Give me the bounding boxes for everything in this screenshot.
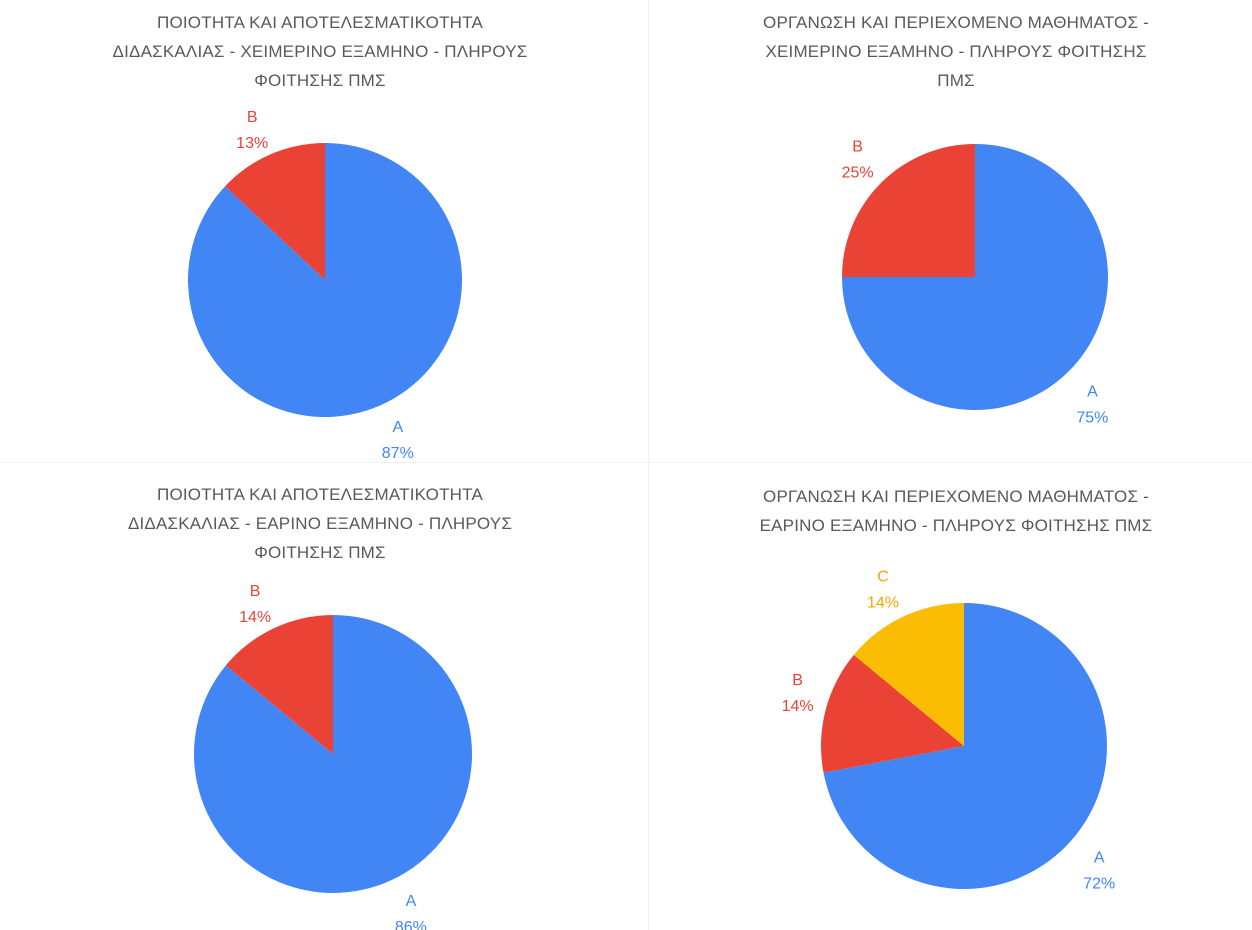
slice-percent-label: 13% bbox=[236, 135, 268, 152]
slice-category-label: A bbox=[392, 419, 403, 436]
slice-percent-label: 14% bbox=[239, 609, 271, 626]
pie-chart-panel-3: ΠΟΙΟΤΗΤΑ ΚΑΙ ΑΠΟΤΕΛΕΣΜΑΤΙΚΟΤΗΤΑ ΔΙΔΑΣΚΑΛ… bbox=[0, 468, 640, 930]
slice-percent-label: 87% bbox=[382, 445, 414, 458]
slice-percent-label: 14% bbox=[867, 595, 899, 612]
pie-slice-b bbox=[820, 654, 964, 773]
slice-percent-label: 75% bbox=[1076, 409, 1108, 426]
pie-slice-b bbox=[842, 144, 975, 277]
slice-percent-label: 72% bbox=[1083, 875, 1115, 892]
slice-category-label: B bbox=[250, 583, 261, 600]
slice-category-label: C bbox=[877, 569, 889, 586]
pie-chart-panel-4: ΟΡΓΑΝΩΣΗ ΚΑΙ ΠΕΡΙΕΧΟΜΕΝΟ ΜΑΘΗΜΑΤΟΣ - ΕΑΡ… bbox=[660, 468, 1252, 930]
pie-slice-a bbox=[188, 143, 463, 417]
horizontal-divider bbox=[0, 462, 1252, 463]
pie-slice-a bbox=[823, 603, 1107, 889]
slice-category-label: B bbox=[792, 672, 803, 689]
slice-category-label: A bbox=[406, 893, 417, 910]
slice-percent-label: 14% bbox=[782, 698, 814, 715]
pie-chart-4: A 72% B 14% C 14% bbox=[782, 569, 1116, 893]
slice-percent-label: 25% bbox=[842, 165, 874, 182]
vertical-divider bbox=[648, 0, 649, 930]
chart-title-4: ΟΡΓΑΝΩΣΗ ΚΑΙ ΠΕΡΙΕΧΟΜΕΝΟ ΜΑΘΗΜΑΤΟΣ - ΕΑΡ… bbox=[759, 487, 1153, 535]
slice-category-label: B bbox=[852, 139, 863, 156]
slice-category-label: A bbox=[1094, 849, 1105, 866]
pie-chart-panel-1: ΠΟΙΟΤΗΤΑ ΚΑΙ ΑΠΟΤΕΛΕΣΜΑΤΙΚΟΤΗΤΑ ΔΙΔΑΣΚΑΛ… bbox=[0, 0, 640, 458]
pie-chart-panel-2: ΟΡΓΑΝΩΣΗ ΚΑΙ ΠΕΡΙΕΧΟΜΕΝΟ ΜΑΘΗΜΑΤΟΣ - ΧΕΙ… bbox=[660, 0, 1252, 458]
chart-title-1: ΠΟΙΟΤΗΤΑ ΚΑΙ ΑΠΟΤΕΛΕΣΜΑΤΙΚΟΤΗΤΑ ΔΙΔΑΣΚΑΛ… bbox=[112, 13, 528, 90]
slice-category-label: B bbox=[247, 109, 258, 126]
pie-chart-1: A 87% B 13% bbox=[188, 109, 463, 458]
chart-title-2: ΟΡΓΑΝΩΣΗ ΚΑΙ ΠΕΡΙΕΧΟΜΕΝΟ ΜΑΘΗΜΑΤΟΣ - ΧΕΙ… bbox=[763, 13, 1149, 90]
pie-chart-3: A 86% B 14% bbox=[194, 583, 473, 930]
pie-slice-b bbox=[225, 615, 333, 754]
pie-slice-a bbox=[194, 615, 473, 893]
pie-slice-b bbox=[225, 143, 325, 280]
slice-percent-label: 86% bbox=[395, 919, 427, 930]
chart-title-3: ΠΟΙΟΤΗΤΑ ΚΑΙ ΑΠΟΤΕΛΕΣΜΑΤΙΚΟΤΗΤΑ ΔΙΔΑΣΚΑΛ… bbox=[127, 485, 513, 562]
pie-chart-2: A 75% B 25% bbox=[842, 139, 1109, 427]
pie-slice-c bbox=[853, 603, 964, 746]
slice-category-label: A bbox=[1087, 383, 1098, 400]
